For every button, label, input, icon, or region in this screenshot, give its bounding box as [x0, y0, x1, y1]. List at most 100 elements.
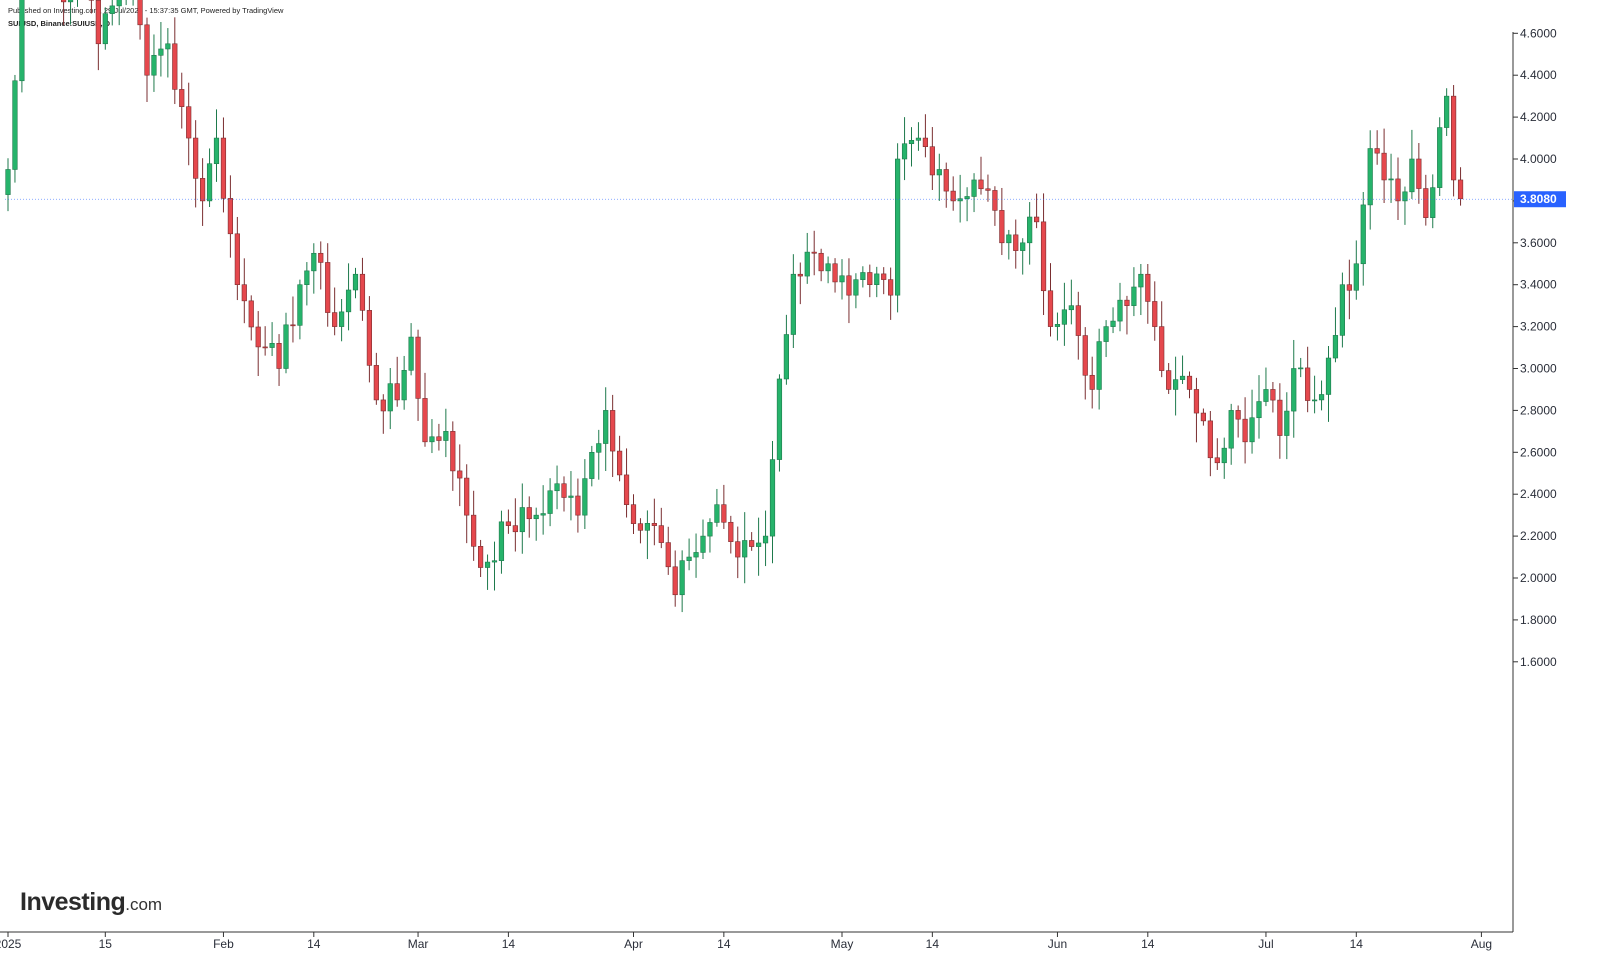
candle-body — [519, 507, 525, 533]
candle-body — [762, 535, 769, 544]
candle-body — [1179, 375, 1186, 380]
candle-body — [172, 43, 178, 90]
candle-body — [679, 560, 685, 596]
candle-body — [1409, 158, 1415, 193]
candle-body — [1444, 95, 1450, 128]
candle-body — [19, 0, 25, 82]
candle-body — [186, 106, 192, 139]
candle-body — [804, 251, 810, 277]
y-tick-label: 1.6000 — [1520, 655, 1557, 669]
candle-body — [714, 504, 720, 523]
candle-body — [992, 190, 998, 211]
candle-body — [283, 324, 289, 369]
y-tick-label: 3.6000 — [1520, 236, 1557, 250]
candle-body — [721, 504, 727, 523]
candle-body — [769, 459, 776, 537]
candle-body — [450, 431, 456, 472]
candle-body — [471, 514, 477, 547]
candle-body — [540, 513, 546, 516]
candle-body — [332, 312, 338, 327]
candle-body — [1145, 273, 1151, 302]
logo-suffix: .com — [125, 895, 163, 914]
candle-body — [1214, 457, 1220, 464]
x-tick-label: 14 — [717, 937, 731, 951]
candle-body — [999, 210, 1005, 244]
candle-body — [179, 89, 185, 107]
candle-body — [797, 273, 803, 277]
candle-body — [422, 398, 428, 443]
candle-body — [1270, 389, 1276, 401]
candle-body — [200, 178, 206, 202]
x-tick-label: 14 — [926, 937, 940, 951]
candle-body — [1346, 284, 1352, 291]
candle-body — [457, 470, 463, 479]
candle-body — [943, 169, 949, 192]
candle-body — [1124, 299, 1130, 306]
candle-body — [839, 275, 845, 283]
candle-body — [318, 252, 324, 263]
candle-body — [533, 514, 539, 520]
candle-body — [1089, 374, 1095, 390]
candle-body — [151, 54, 157, 76]
candle-body — [1284, 410, 1290, 436]
candle-body — [1103, 326, 1109, 342]
candle-body — [589, 451, 595, 479]
candle-body — [137, 0, 143, 26]
candle-body — [658, 525, 664, 543]
candle-body — [936, 169, 942, 176]
candle-body — [1013, 234, 1019, 251]
candle-body — [547, 490, 553, 514]
candle-body — [922, 137, 928, 147]
candle-body — [1360, 204, 1366, 265]
x-tick-label: Mar — [408, 937, 429, 951]
candle-body — [352, 273, 359, 291]
y-tick-label: 4.0000 — [1520, 152, 1557, 166]
symbol-label: SUIUSD, Binance:SUIUSD, D — [8, 19, 111, 28]
candle-body — [1027, 216, 1033, 244]
candle-body — [213, 137, 220, 165]
candle-body — [394, 383, 400, 401]
candle-body — [1437, 127, 1443, 188]
x-tick-label: 14 — [502, 937, 516, 951]
candle-body — [345, 289, 352, 313]
y-tick-label: 2.4000 — [1520, 487, 1557, 501]
y-tick-label: 2.2000 — [1520, 529, 1557, 543]
candle-body — [1159, 326, 1165, 371]
candle-body — [1228, 410, 1234, 449]
published-note: Published on Investing.com, 29/Jul/2025 … — [8, 6, 284, 15]
candle-body — [255, 326, 261, 348]
candle-body — [1277, 399, 1283, 436]
candle-body — [304, 270, 310, 286]
candle-body — [630, 504, 637, 524]
candle-body — [908, 140, 915, 145]
y-tick-label: 2.8000 — [1520, 403, 1557, 417]
candle-body — [1006, 234, 1012, 244]
candle-body — [1457, 179, 1464, 200]
candle-body — [359, 273, 366, 311]
candle-body — [582, 478, 588, 516]
x-tick-label: Feb — [213, 937, 234, 951]
candle-body — [971, 179, 977, 197]
last-price-tag — [1514, 191, 1566, 208]
candle-body — [102, 13, 108, 45]
candle-body — [651, 523, 657, 526]
y-tick-label: 1.8000 — [1520, 613, 1557, 627]
candle-body — [220, 137, 227, 199]
y-tick-label: 4.4000 — [1520, 68, 1557, 82]
candle-body — [1339, 284, 1345, 336]
candle-body — [248, 300, 254, 328]
x-tick-label: Aug — [1471, 937, 1492, 951]
candle-body — [1353, 263, 1359, 291]
candle-body — [1256, 401, 1262, 419]
candle-body — [603, 410, 609, 444]
candle-body — [749, 540, 755, 547]
x-tick-label: Jun — [1048, 937, 1067, 951]
candle-body — [1020, 242, 1026, 251]
candle-body — [735, 541, 741, 558]
candle-body — [1402, 191, 1408, 202]
candle-body — [693, 552, 699, 558]
candle-body — [985, 188, 991, 191]
candle-body — [894, 158, 901, 296]
logo-main: Investing — [20, 888, 126, 916]
